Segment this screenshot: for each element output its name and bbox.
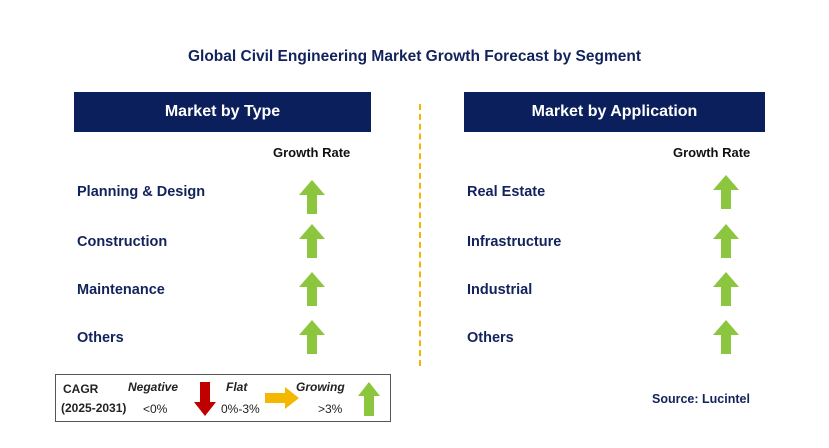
application-row-label: Others xyxy=(467,330,514,346)
type-panel-header-label: Market by Type xyxy=(164,103,281,120)
source-label: Source: Lucintel xyxy=(652,392,750,406)
up-arrow-icon xyxy=(713,224,739,258)
legend-growing-range: >3% xyxy=(318,402,343,416)
legend-negative-range: <0% xyxy=(143,402,168,416)
legend-growing-label: Growing xyxy=(296,380,345,394)
legend-flat-label: Flat xyxy=(226,380,248,394)
legend-period: (2025-2031) xyxy=(61,401,127,415)
panel-divider xyxy=(419,104,421,366)
type-panel-header: Market by Type xyxy=(74,92,371,132)
application-growth-rate-label: Growth Rate xyxy=(673,145,751,160)
type-growth-rate-label: Growth Rate xyxy=(273,145,351,160)
type-row-label: Planning & Design xyxy=(77,184,206,200)
legend-negative-label: Negative xyxy=(128,380,179,394)
up-arrow-icon xyxy=(713,272,739,306)
application-row-label: Infrastructure xyxy=(467,234,562,250)
up-arrow-icon xyxy=(358,382,380,416)
right-arrow-icon xyxy=(265,387,299,409)
up-arrow-icon xyxy=(299,320,325,354)
type-row-label: Construction xyxy=(77,234,168,250)
legend-flat-range: 0%-3% xyxy=(221,402,260,416)
type-row-label: Maintenance xyxy=(77,282,165,298)
up-arrow-icon xyxy=(713,320,739,354)
application-row-label: Real Estate xyxy=(467,184,546,200)
up-arrow-icon xyxy=(299,180,325,214)
cagr-legend: CAGR (2025-2031) Negative <0% Flat 0%-3%… xyxy=(55,374,391,422)
down-arrow-icon xyxy=(194,382,216,416)
up-arrow-icon xyxy=(299,272,325,306)
type-row-label: Others xyxy=(77,330,124,346)
legend-cagr-label: CAGR xyxy=(63,382,99,396)
application-panel-header: Market by Application xyxy=(464,92,765,132)
up-arrow-icon xyxy=(713,175,739,209)
application-row-label: Industrial xyxy=(467,282,533,298)
page-title: Global Civil Engineering Market Growth F… xyxy=(187,48,642,65)
up-arrow-icon xyxy=(299,224,325,258)
application-panel-header-label: Market by Application xyxy=(531,103,698,120)
